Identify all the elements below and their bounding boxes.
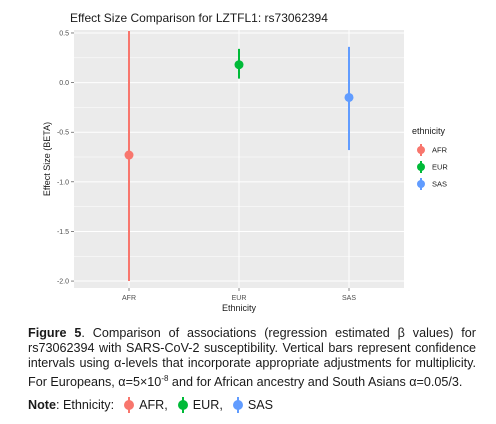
caption-exponent: -8: [161, 374, 169, 383]
note-item-label: EUR,: [192, 398, 223, 412]
figure-caption: Figure 5. Comparison of associations (re…: [28, 326, 476, 390]
note-prefix: : Ethnicity:: [56, 398, 115, 412]
caption-text-end: and for African ancestry and South Asian…: [168, 375, 463, 390]
y-tick-label: -1.0: [57, 179, 69, 186]
legend-key-dot: [417, 180, 425, 188]
note-key-icon: [177, 397, 188, 413]
legend: ethnicity AFR EUR SAS: [412, 126, 448, 190]
y-axis-ticks: 0.5 0.0 -0.5 -1.0 -1.5 -2.0: [57, 30, 74, 286]
legend-key-dot: [417, 163, 425, 171]
legend-label: EUR: [432, 163, 448, 172]
x-axis-ticks: AFR EUR SAS: [122, 288, 356, 302]
note-line: Note : Ethnicity: AFR, EUR, SAS: [28, 396, 476, 414]
note-key-icon: [232, 397, 243, 413]
y-tick-label: -1.5: [57, 229, 69, 236]
note-item: AFR,: [122, 396, 168, 414]
note-items: AFR, EUR, SAS: [120, 396, 275, 414]
x-tick-label: AFR: [122, 295, 136, 302]
x-tick-label: SAS: [342, 295, 356, 302]
chart-title: Effect Size Comparison for LZTFL1: rs730…: [70, 11, 328, 25]
caption-label: Figure 5: [28, 326, 82, 340]
x-tick-label: EUR: [232, 295, 247, 302]
legend-title: ethnicity: [412, 126, 446, 136]
note-label: Note: [28, 398, 56, 412]
legend-label: AFR: [432, 146, 448, 155]
y-axis-label: Effect Size (BETA): [42, 122, 52, 196]
y-tick-label: -0.5: [57, 130, 69, 137]
effect-size-chart: Effect Size Comparison for LZTFL1: rs730…: [42, 11, 448, 313]
y-tick-label: -2.0: [57, 279, 69, 286]
point-afr: [124, 150, 134, 160]
note-item-label: SAS: [247, 398, 274, 412]
legend-key-dot: [417, 146, 425, 154]
note-item: EUR,: [176, 396, 223, 414]
point-sas: [344, 92, 354, 102]
data-layer: [124, 30, 354, 282]
point-eur: [234, 60, 244, 70]
y-tick-label: 0.0: [59, 80, 69, 87]
note-item-label: AFR,: [139, 398, 168, 412]
note-key-icon: [124, 397, 135, 413]
note-item: SAS: [231, 396, 273, 414]
x-axis-label: Ethnicity: [222, 303, 257, 313]
legend-label: SAS: [432, 180, 447, 189]
y-tick-label: 0.5: [59, 30, 69, 37]
caption-text: . Comparison of associations (regression…: [28, 326, 476, 390]
